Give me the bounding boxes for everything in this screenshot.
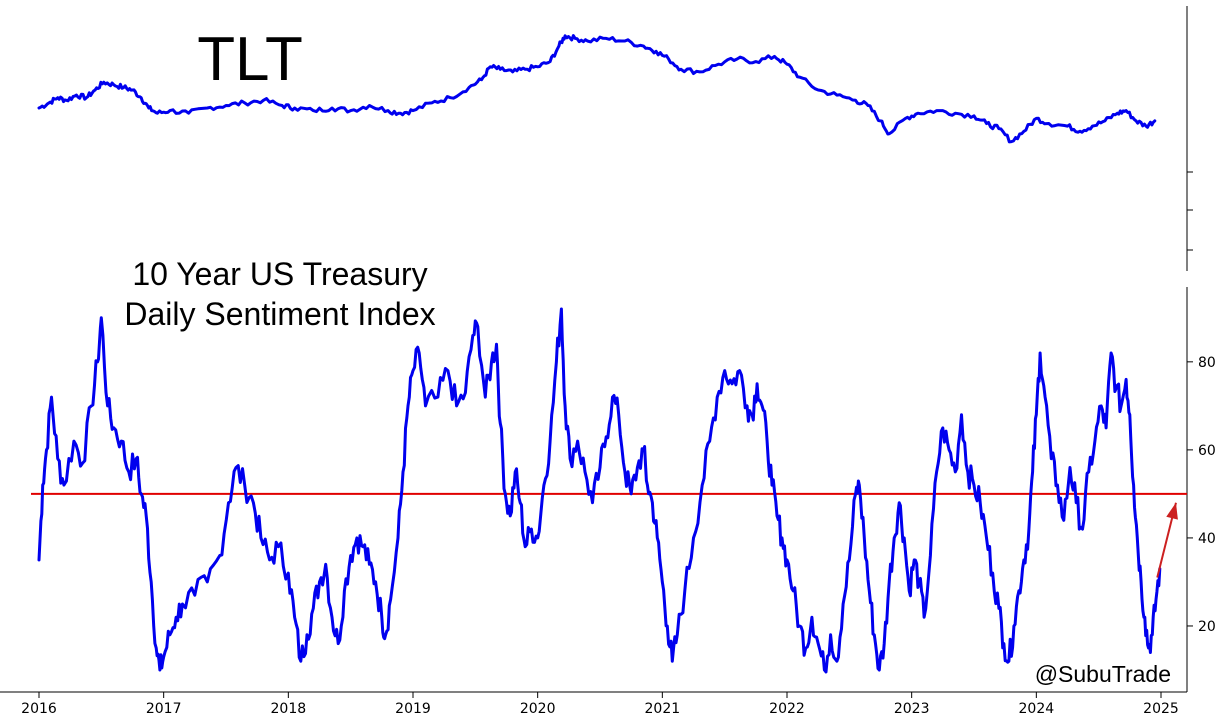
- y-tick-label-80: 80: [1198, 355, 1216, 371]
- x-tick-label-2024: 2024: [1019, 701, 1055, 717]
- sentiment-title-line-2: Daily Sentiment Index: [124, 296, 435, 332]
- tlt-title: TLT: [197, 25, 303, 94]
- arrow-head: [1166, 502, 1178, 520]
- watermark-handle: @SubuTrade: [1035, 661, 1171, 687]
- y-tick-label-40: 40: [1198, 531, 1216, 547]
- x-tick-label-2016: 2016: [21, 701, 57, 717]
- upward-arrow-annotation: [1156, 502, 1178, 578]
- tlt-panel: TLT: [37, 6, 1193, 271]
- x-tick-label-2017: 2017: [146, 701, 182, 717]
- x-tick-label-2020: 2020: [520, 701, 556, 717]
- y-tick-label-60: 60: [1198, 443, 1216, 459]
- sentiment-y-ticks: 20 40 60 80: [1187, 355, 1216, 635]
- sentiment-x-ticks: 2016 2017 2018 2019 2020 2021 2022 2023 2024 2025: [21, 692, 1179, 717]
- sentiment-panel: 20 40 60 80 2016 2017 2018 2019 2020 2021 2022 202…: [0, 256, 1216, 717]
- tlt-price-line: [37, 34, 1157, 144]
- x-tick-label-2019: 2019: [395, 701, 431, 717]
- y-tick-label-20: 20: [1198, 619, 1216, 635]
- x-tick-label-2022: 2022: [769, 701, 805, 717]
- x-tick-label-2021: 2021: [645, 701, 681, 717]
- x-tick-label-2025: 2025: [1143, 701, 1179, 717]
- sentiment-index-line: [37, 307, 1162, 674]
- tlt-axis-ticks: [1187, 171, 1193, 251]
- sentiment-title-line-1: 10 Year US Treasury: [132, 256, 427, 292]
- x-tick-label-2023: 2023: [894, 701, 930, 717]
- x-tick-label-2018: 2018: [271, 701, 307, 717]
